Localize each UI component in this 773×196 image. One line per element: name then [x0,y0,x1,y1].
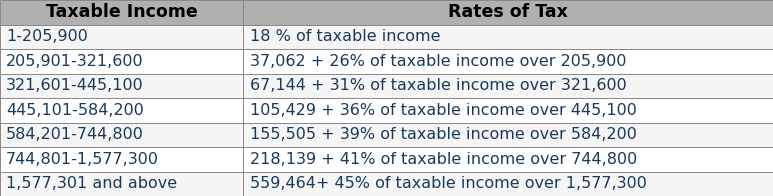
Bar [243,74,773,98]
Text: 744,801-1,577,300: 744,801-1,577,300 [6,152,159,167]
Text: 559,464+ 45% of taxable income over 1,577,300: 559,464+ 45% of taxable income over 1,57… [250,176,646,191]
Bar [0,0,243,24]
Text: 445,101-584,200: 445,101-584,200 [6,103,144,118]
Text: 218,139 + 41% of taxable income over 744,800: 218,139 + 41% of taxable income over 744… [250,152,637,167]
Text: 155,505 + 39% of taxable income over 584,200: 155,505 + 39% of taxable income over 584… [250,127,636,142]
Bar [0,24,243,49]
Bar [243,98,773,122]
Bar [243,49,773,74]
Text: 321,601-445,100: 321,601-445,100 [6,78,144,93]
Text: 18 % of taxable income: 18 % of taxable income [250,29,440,44]
Bar [0,98,243,122]
Text: Rates of Tax: Rates of Tax [448,3,568,21]
Text: 584,201-744,800: 584,201-744,800 [6,127,144,142]
Bar [0,172,243,196]
Bar [0,147,243,172]
Bar [243,147,773,172]
Text: 205,901-321,600: 205,901-321,600 [6,54,144,69]
Text: 105,429 + 36% of taxable income over 445,100: 105,429 + 36% of taxable income over 445… [250,103,636,118]
Bar [243,172,773,196]
Text: 67,144 + 31% of taxable income over 321,600: 67,144 + 31% of taxable income over 321,… [250,78,626,93]
Bar [0,49,243,74]
Bar [243,0,773,24]
Bar [243,122,773,147]
Bar [0,74,243,98]
Text: 1,577,301 and above: 1,577,301 and above [6,176,177,191]
Bar [0,122,243,147]
Text: 1-205,900: 1-205,900 [6,29,88,44]
Text: 37,062 + 26% of taxable income over 205,900: 37,062 + 26% of taxable income over 205,… [250,54,626,69]
Text: Taxable Income: Taxable Income [46,3,198,21]
Bar [243,24,773,49]
